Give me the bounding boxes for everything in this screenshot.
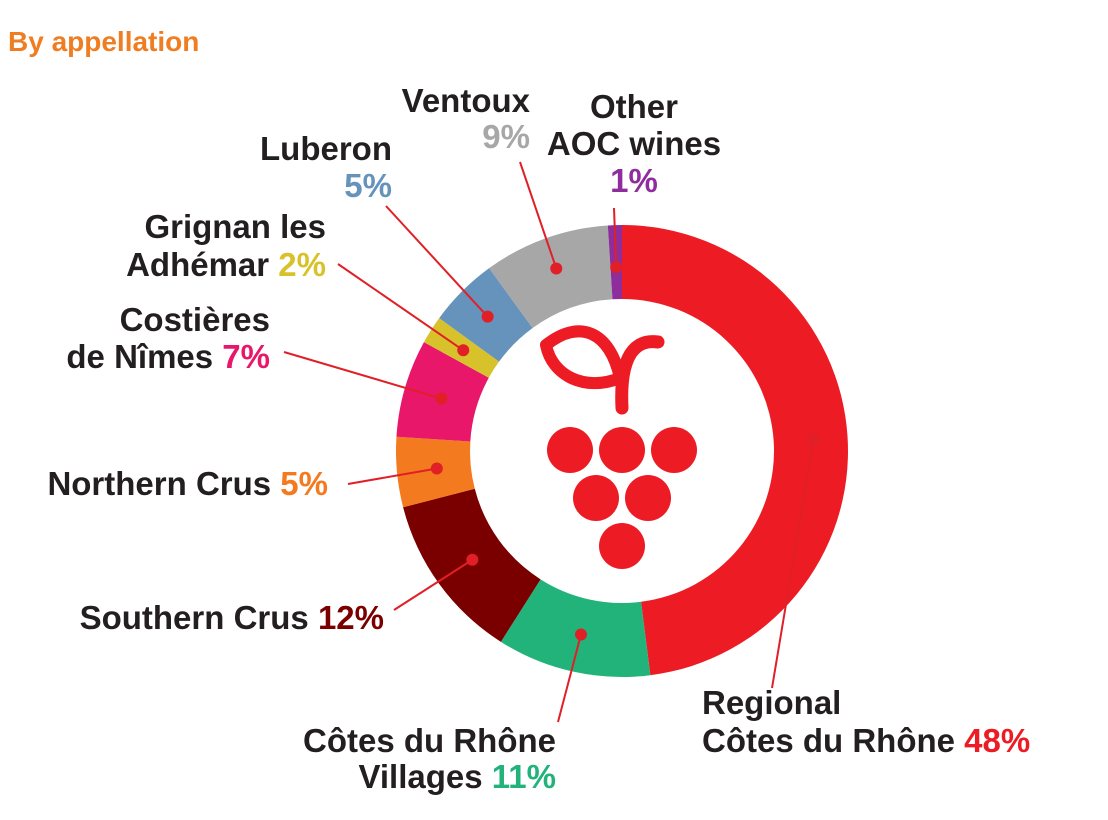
value-label-ventoux: 9% [482,118,530,155]
slice-ventoux [489,225,613,329]
value-label-costieres-de-nimes: 7% [222,338,270,375]
slice-label-luberon: Luberon 5% [260,130,392,204]
slice-labels: Regional Côtes du Rhône 48% Côtes du Rhône… [47,82,1030,795]
leader-dot-ventoux [550,262,563,275]
value-label-other-aoc-wines: 1% [610,162,658,199]
leader-line-regional-cotes-du-rhone [771,438,815,689]
slice-label-grignan-les-adhemar: Grignan les Adhémar 2% [126,208,326,283]
leader-dot-other-aoc-wines [610,261,623,274]
leader-line-southern-crus [393,558,473,611]
leader-line-cotes-du-rhone-villages [557,634,582,723]
slice-label-ventoux: Ventoux 9% [402,82,531,155]
slice-label-costieres-de-nimes: Costières de Nîmes 7% [66,301,270,375]
value-label-grignan-les-adhemar: 2% [278,246,326,283]
leader-dot-grignan-les-adhemar [457,344,470,357]
value-label-southern-crus: 12% [318,599,384,636]
leader-dot-regional-cotes-du-rhone [807,432,820,445]
leader-line-grignan-les-adhemar [337,263,464,352]
slice-label-other-aoc-wines: Other AOC wines 1% [547,88,721,199]
slice-label-regional-cotes-du-rhone: Regional Côtes du Rhône 48% [702,684,1030,759]
value-label-cotes-du-rhone-villages: 11% [492,758,556,795]
slice-regional-cotes-du-rhone [622,225,848,676]
leader-line-other-aoc-wines [613,207,618,268]
slice-label-southern-crus: Southern Crus 12% [80,599,384,636]
leader-dot-southern-crus [466,553,479,566]
leader-dot-costieres-de-nimes [435,392,448,405]
slice-costieres-de-nimes [396,342,489,442]
value-label-northern-crus: 5% [280,465,328,502]
slice-cotes-du-rhone-villages [500,579,651,677]
slice-label-cotes-du-rhone-villages: Côtes du Rhône Villages 11% [303,722,556,795]
leader-line-northern-crus [347,467,437,485]
leader-lines [283,161,820,723]
leader-line-costieres-de-nimes [283,351,442,400]
value-label-luberon: 5% [344,167,392,204]
leader-dot-northern-crus [430,462,443,475]
leader-dot-cotes-du-rhone-villages [574,628,587,641]
value-label-regional-cotes-du-rhone: 48% [964,722,1030,759]
chart-title: By appellation [8,26,200,57]
leader-line-luberon [385,205,489,318]
grape-icon [540,325,697,569]
leader-dot-luberon [481,310,494,323]
leader-line-ventoux [519,161,558,269]
slice-label-northern-crus: Northern Crus 5% [47,465,328,502]
